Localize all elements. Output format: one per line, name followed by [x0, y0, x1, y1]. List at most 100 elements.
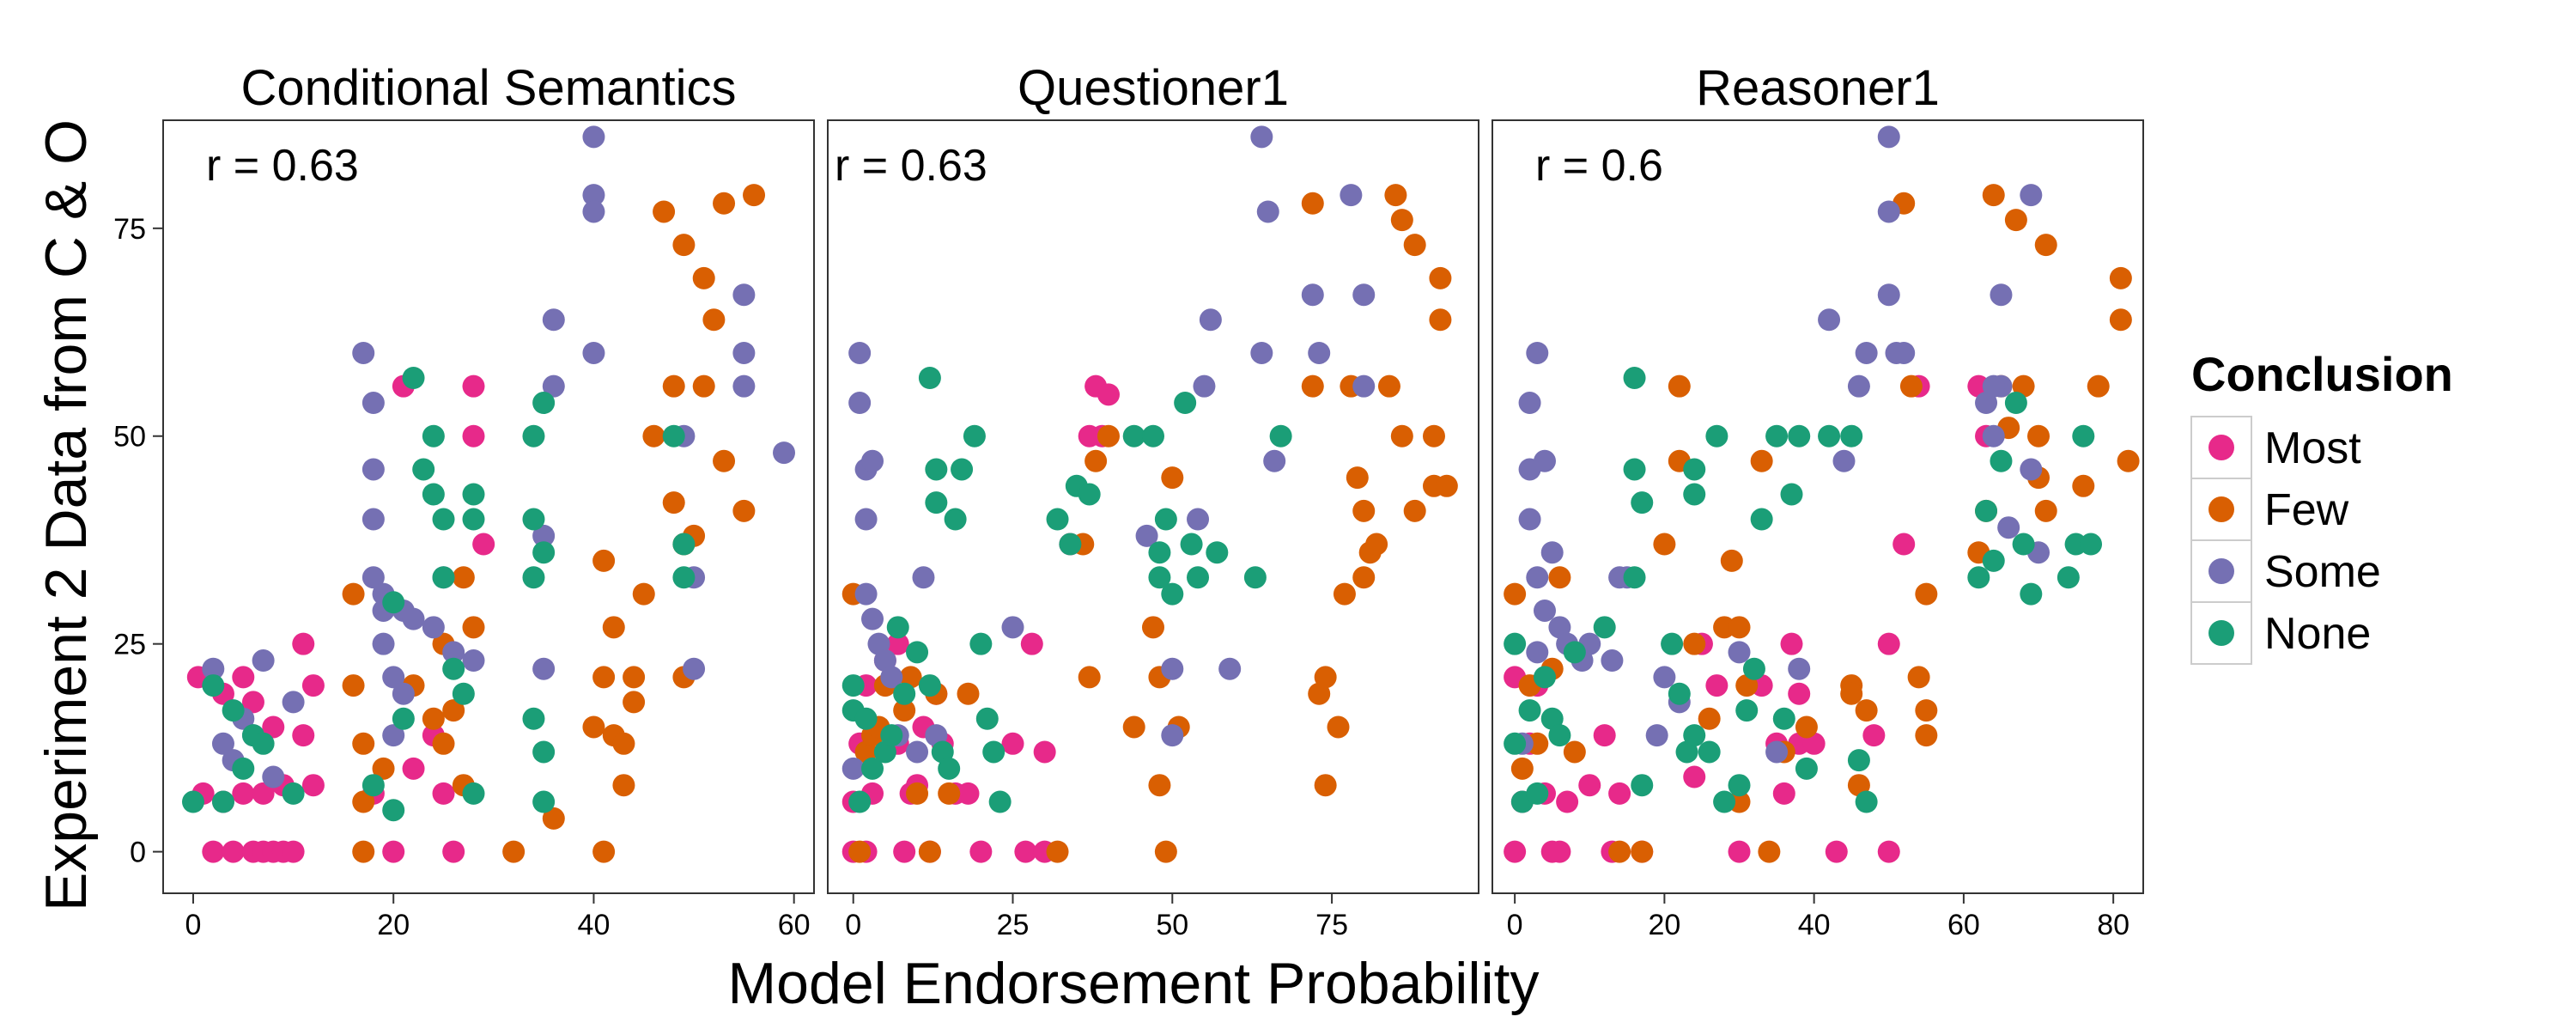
data-point [582, 125, 605, 149]
data-point [1548, 724, 1571, 747]
data-point [841, 757, 865, 780]
data-point [732, 283, 756, 307]
legend-marker [2208, 435, 2234, 460]
data-point [1728, 616, 1751, 639]
data-point [382, 840, 405, 863]
data-point [732, 374, 756, 398]
data-point [918, 367, 941, 389]
data-point [402, 757, 425, 780]
data-point [1975, 499, 1998, 522]
data-point [372, 757, 395, 780]
data-point [982, 740, 1005, 764]
x-tick-label: 20 [377, 909, 410, 941]
series-none [181, 367, 696, 822]
data-point [672, 234, 696, 257]
data-point [222, 840, 245, 863]
data-point [1014, 840, 1037, 863]
data-point [1563, 641, 1586, 664]
data-point [301, 774, 325, 797]
data-point [1780, 483, 1803, 506]
data-point [2020, 184, 2043, 207]
data-point [1982, 184, 2005, 207]
data-point [1631, 774, 1654, 797]
data-point [692, 374, 715, 398]
data-point [653, 200, 676, 223]
data-point [1713, 790, 1736, 813]
data-point [1540, 707, 1564, 730]
data-point [422, 424, 445, 447]
y-tick-label: 50 [113, 421, 146, 454]
data-point [352, 790, 375, 813]
data-point [1893, 533, 1916, 556]
data-point [612, 732, 635, 755]
data-point [1046, 840, 1069, 863]
data-point [1862, 724, 1886, 747]
facet-panel: Questioner1 r = 0.63 0 25 50 75 [827, 60, 1479, 941]
data-point [1390, 209, 1413, 232]
data-point [262, 765, 285, 788]
data-point [906, 782, 929, 805]
data-point [382, 799, 405, 822]
data-point [1683, 632, 1706, 655]
data-point [1174, 392, 1197, 415]
data-point [957, 782, 980, 805]
data-point [301, 674, 325, 697]
x-tick-label: 0 [845, 909, 861, 941]
data-point [975, 707, 999, 730]
data-point [1161, 582, 1184, 606]
data-point [912, 566, 935, 589]
data-point [612, 774, 635, 797]
data-point [592, 840, 616, 863]
data-point [1308, 341, 1331, 364]
data-point [532, 392, 556, 415]
data-point [1653, 533, 1676, 556]
data-point [988, 790, 1012, 813]
data-point [662, 374, 685, 398]
data-point [462, 508, 485, 531]
data-point [532, 790, 556, 813]
facet-panel: Reasoner1 r = 0.6 0 20 40 60 80 [1492, 60, 2144, 941]
data-point [342, 582, 365, 606]
data-point [462, 616, 485, 639]
data-point [262, 715, 285, 739]
data-point [522, 707, 545, 730]
data-point [282, 840, 305, 863]
legend-item-label: Most [2264, 423, 2361, 473]
data-point [1728, 641, 1751, 664]
data-point [252, 732, 275, 755]
data-point [1097, 424, 1120, 447]
legend-title: Conclusion [2191, 347, 2453, 401]
data-point [1997, 516, 2020, 539]
data-point [592, 549, 616, 572]
legend-item-label: Some [2264, 547, 2381, 597]
data-point [2012, 533, 2035, 556]
data-point [532, 740, 556, 764]
data-point [893, 682, 916, 705]
data-point [522, 424, 545, 447]
series-none [1504, 367, 2103, 813]
data-point [402, 607, 425, 630]
data-point [1518, 392, 1541, 415]
data-point [880, 666, 903, 689]
data-point [2072, 424, 2095, 447]
data-point [2109, 266, 2132, 289]
data-point [241, 691, 264, 714]
data-point [1365, 533, 1388, 556]
legend-item-label: None [2264, 609, 2371, 659]
data-point [1631, 840, 1654, 863]
data-point [1548, 840, 1571, 863]
data-point [1907, 666, 1930, 689]
data-point [1352, 374, 1376, 398]
data-point [1750, 449, 1773, 472]
data-point [522, 566, 545, 589]
data-point [1352, 283, 1376, 307]
data-point [1668, 682, 1691, 705]
data-point [1526, 341, 1549, 364]
data-point [462, 374, 485, 398]
data-point [1788, 424, 1811, 447]
data-point [1403, 499, 1426, 522]
data-point [382, 724, 405, 747]
data-point [342, 674, 365, 697]
series-none [841, 367, 1292, 813]
